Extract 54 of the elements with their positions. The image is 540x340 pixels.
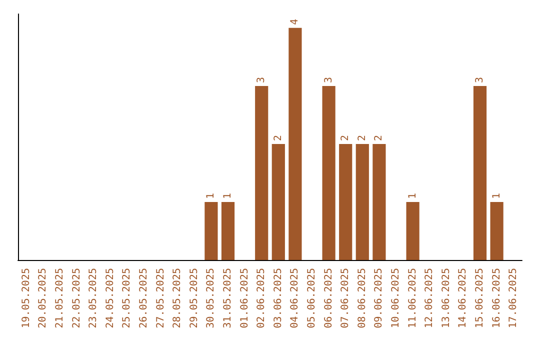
bar: [272, 144, 285, 260]
bar: [356, 144, 369, 260]
x-tick-label: 16.06.2025: [491, 268, 502, 328]
x-tick-label: 09.06.2025: [374, 268, 385, 328]
data-label: 2: [374, 134, 385, 141]
data-label: 3: [256, 76, 268, 83]
x-tick-label: 12.06.2025: [424, 268, 436, 328]
x-tick-label: 21.05.2025: [54, 268, 66, 328]
data-label: 4: [290, 18, 301, 25]
x-tick-label: 10.06.2025: [390, 268, 402, 328]
bar: [221, 202, 235, 260]
x-tick-label: 29.05.2025: [188, 268, 200, 328]
x-tick-label: 19.05.2025: [20, 268, 32, 328]
x-tick-label: 22.05.2025: [71, 268, 82, 328]
x-tick-label: 30.05.2025: [206, 268, 217, 328]
x-tick-label: 14.06.2025: [458, 268, 469, 328]
data-label: 1: [222, 192, 234, 199]
data-label: 1: [407, 192, 418, 199]
bar: [288, 28, 302, 260]
x-tick-label: 11.06.2025: [407, 268, 418, 328]
x-tick-label: 05.06.2025: [306, 268, 318, 328]
x-tick-label: 13.06.2025: [440, 268, 452, 328]
data-label: 3: [323, 76, 334, 83]
data-label: 3: [474, 76, 486, 83]
x-tick-label: 27.05.2025: [155, 268, 166, 328]
x-tick-label: 08.06.2025: [356, 268, 368, 328]
bar: [372, 144, 386, 260]
x-tick-label: 15.06.2025: [474, 268, 486, 328]
x-tick-label: 06.06.2025: [323, 268, 334, 328]
x-tick-label: 02.06.2025: [256, 268, 268, 328]
data-label: 2: [340, 134, 352, 141]
x-tick-label: 31.05.2025: [222, 268, 234, 328]
x-tick-label: 01.06.2025: [239, 268, 250, 328]
x-tick-label: 07.06.2025: [340, 268, 352, 328]
x-tick-label: 23.05.2025: [88, 268, 100, 328]
data-label: 2: [272, 134, 284, 141]
bar: [406, 202, 420, 260]
data-label: 1: [491, 192, 502, 199]
x-tick-label: 17.06.2025: [508, 268, 520, 328]
bar: [255, 86, 268, 260]
data-label: 2: [356, 134, 368, 141]
x-tick-label: 26.05.2025: [138, 268, 150, 328]
x-tick-label: 28.05.2025: [172, 268, 184, 328]
x-tick-label: 03.06.2025: [272, 268, 284, 328]
bar: [490, 202, 504, 260]
data-label: 1: [206, 192, 217, 199]
x-tick-label: 20.05.2025: [38, 268, 49, 328]
x-tick-label: 04.06.2025: [290, 268, 301, 328]
bar: [204, 202, 218, 260]
x-tick-label: 25.05.2025: [122, 268, 133, 328]
bar: [322, 86, 336, 260]
x-tick-label: 24.05.2025: [104, 268, 116, 328]
bar: [473, 86, 487, 260]
bar: [339, 144, 352, 260]
